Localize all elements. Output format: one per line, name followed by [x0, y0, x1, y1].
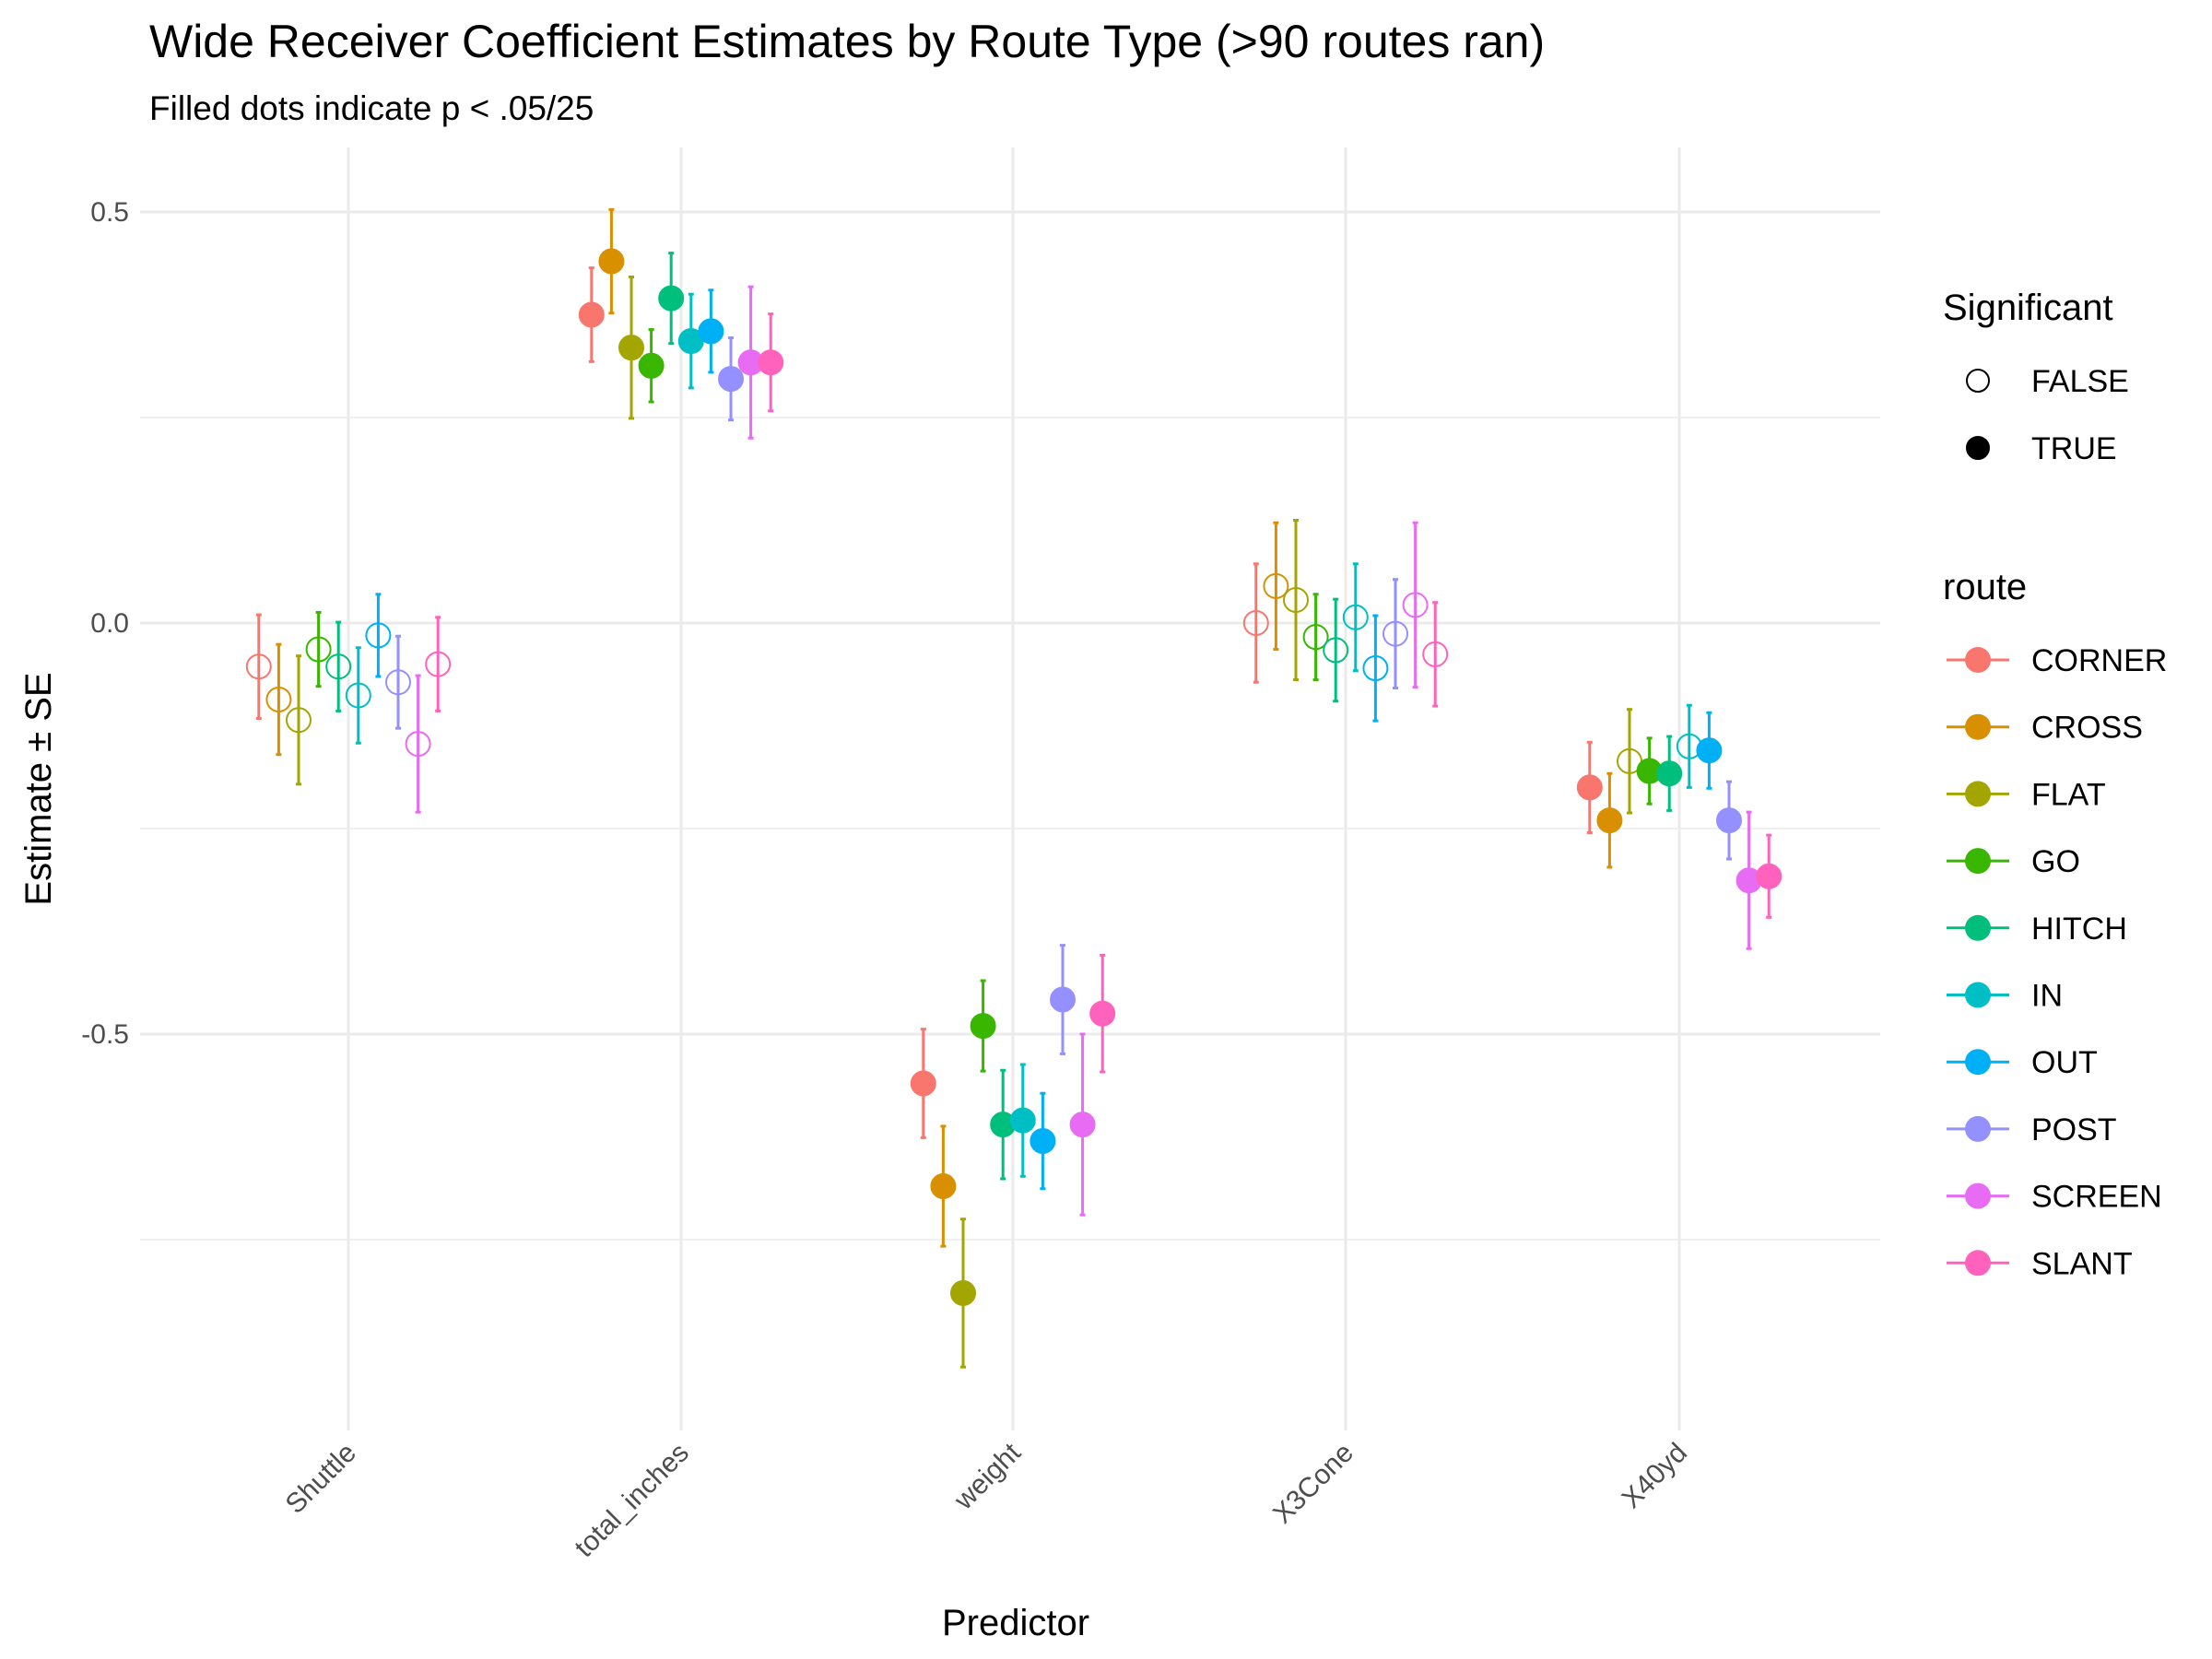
data-point	[1716, 807, 1742, 834]
legend-route-label: CROSS	[2031, 711, 2143, 746]
data-point	[930, 1173, 957, 1200]
legend-route-label: CORNER	[2031, 643, 2167, 678]
grid-lines	[140, 147, 1880, 1430]
data-point	[1696, 737, 1723, 764]
data-point	[1009, 1107, 1036, 1134]
data-point	[1069, 1112, 1096, 1138]
data-point	[1242, 610, 1269, 636]
data-point	[245, 653, 272, 680]
data-point	[1030, 1127, 1056, 1154]
data-point	[1050, 986, 1076, 1013]
data-point	[1656, 760, 1683, 787]
data-point	[1089, 1000, 1116, 1027]
legend-open-dot-icon	[1966, 369, 1990, 393]
legend-route-dot-icon	[1965, 914, 1991, 941]
series-in	[345, 292, 1702, 1178]
legend-route-dot-icon	[1965, 848, 1991, 875]
data-point	[618, 335, 644, 361]
data-point	[1756, 863, 1783, 889]
data-point	[1302, 624, 1329, 651]
legend-significant-label: TRUE	[2031, 431, 2117, 466]
legend-route-items: CORNER CROSS FLAT GO HITCH IN OUT POST SCREEN SLA…	[1947, 643, 2167, 1281]
data-point	[698, 318, 724, 345]
y-axis-ticks: 0.5 0.0 -0.5	[81, 197, 129, 1050]
series-flat	[286, 275, 1642, 1369]
legend-route-label: POST	[2031, 1112, 2117, 1147]
legend-route-dot-icon	[1965, 647, 1991, 673]
series-cross	[265, 207, 1623, 1248]
data-point	[970, 1013, 996, 1040]
data-point	[365, 622, 392, 649]
legend-route-label: IN	[2031, 979, 2063, 1014]
data-point	[286, 707, 312, 734]
data-point	[1402, 592, 1429, 618]
data-point	[1382, 620, 1408, 647]
data-point	[345, 682, 371, 709]
series-out	[365, 288, 1723, 1191]
data-point	[658, 285, 685, 312]
x-tick-label: weight	[948, 1437, 1028, 1516]
data-point	[385, 669, 411, 696]
data-point	[910, 1070, 936, 1097]
data-point	[305, 636, 332, 663]
series-go	[305, 328, 1663, 1073]
x-tick-label: total_inches	[569, 1438, 695, 1564]
y-tick-label: 0.0	[90, 608, 129, 639]
legend-filled-dot-icon	[1966, 436, 1990, 460]
data-point	[638, 352, 665, 379]
legend-route-label: GO	[2031, 844, 2080, 879]
series-post	[385, 335, 1742, 1055]
legend-route-label: FLAT	[2031, 777, 2106, 812]
x-tick-label: X3Cone	[1267, 1438, 1359, 1530]
legend-route-dot-icon	[1965, 1049, 1991, 1076]
data-point	[265, 686, 292, 712]
y-tick-label: 0.5	[90, 197, 129, 228]
data-point	[1422, 641, 1449, 667]
legend-route-dot-icon	[1965, 713, 1991, 740]
legend-route-dot-icon	[1965, 1250, 1991, 1277]
x-tick-label: X40yd	[1616, 1438, 1692, 1514]
legend-route-dot-icon	[1965, 781, 1991, 807]
series-hitch	[325, 252, 1683, 1181]
data-point	[1576, 774, 1603, 801]
legend-significant-label: FALSE	[2031, 364, 2129, 399]
plot-marks	[245, 207, 1783, 1369]
data-point	[1362, 655, 1389, 682]
data-point	[1283, 587, 1309, 614]
legend-route-label: OUT	[2031, 1045, 2098, 1080]
legend-route-dot-icon	[1965, 1182, 1991, 1209]
x-axis-title: Predictor	[942, 1603, 1089, 1643]
legend-route-dot-icon	[1965, 982, 1991, 1008]
series-slant	[425, 312, 1783, 1074]
legend-route-label: SLANT	[2031, 1246, 2133, 1281]
series-screen	[405, 285, 1762, 1217]
x-axis-ticks: Shuttle total_inches weight X3Cone X40yd	[280, 1437, 1693, 1563]
legend-route-label: SCREEN	[2031, 1180, 2162, 1215]
data-point	[1342, 604, 1369, 630]
legend: Significant FALSE TRUE route CORNER CROSS F…	[1943, 288, 2167, 1281]
y-tick-label: -0.5	[81, 1019, 129, 1050]
legend-route-title: route	[1943, 567, 2027, 607]
data-point	[758, 349, 784, 376]
legend-significant-items: FALSE TRUE	[1966, 364, 2129, 466]
legend-route-label: HITCH	[2031, 912, 2127, 947]
data-point	[950, 1279, 976, 1306]
data-point	[1263, 572, 1289, 599]
data-point	[1596, 807, 1623, 834]
data-point	[718, 366, 744, 393]
data-point	[598, 248, 625, 275]
legend-route-dot-icon	[1965, 1115, 1991, 1142]
x-tick-label: Shuttle	[280, 1438, 362, 1520]
series-corner	[245, 266, 1603, 1139]
data-point	[325, 653, 352, 680]
chart-title: Wide Receiver Coefficient Estimates by R…	[149, 16, 1545, 67]
chart-subtitle: Filled dots indicate p < .05/25	[149, 89, 594, 127]
data-point	[405, 731, 431, 758]
y-axis-title: Estimate ± SE	[18, 672, 59, 905]
legend-significant-title: Significant	[1943, 288, 2113, 328]
data-point	[1323, 637, 1349, 664]
data-point	[578, 301, 605, 328]
data-point	[425, 651, 452, 677]
